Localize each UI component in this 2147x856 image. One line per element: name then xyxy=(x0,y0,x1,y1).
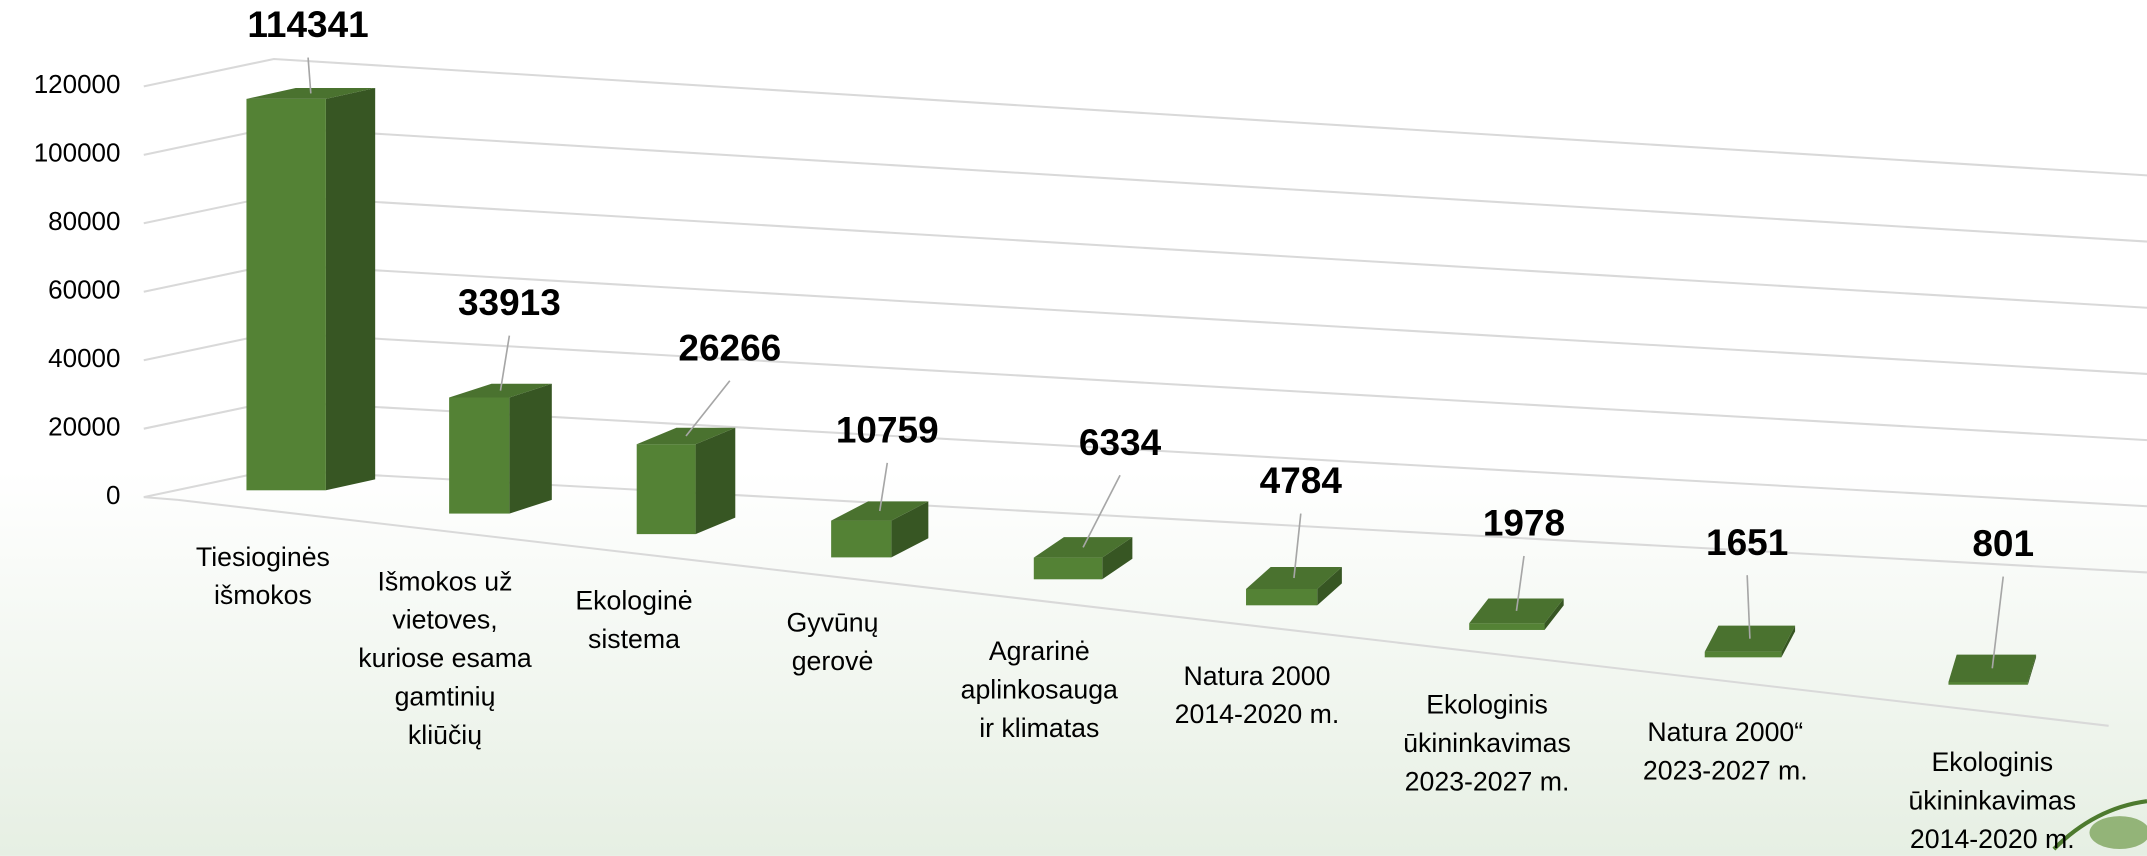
y-tick-label: 0 xyxy=(106,480,120,510)
bar xyxy=(449,397,510,514)
x-tick-label: Ekologinė sistema xyxy=(575,586,692,654)
bar-side xyxy=(1781,625,1796,658)
x-tick-label: Tiesioginės išmokos xyxy=(196,542,330,610)
bar-side xyxy=(1544,598,1564,630)
value-label: 4784 xyxy=(1260,460,1343,501)
value-label: 114341 xyxy=(247,4,368,45)
bar-top xyxy=(831,501,929,521)
x-tick-label: Gyvūnų gerovė xyxy=(787,608,879,676)
label-line: Agrarinė xyxy=(989,636,1090,666)
bar xyxy=(246,98,326,491)
leader-line xyxy=(1082,474,1121,548)
floor-edge xyxy=(143,496,179,501)
bar xyxy=(1033,557,1103,580)
bar-top xyxy=(1704,625,1796,652)
y-tick-label: 80000 xyxy=(48,206,120,236)
label-line: ūkininkavimas xyxy=(1908,786,2076,816)
bar-side xyxy=(695,427,736,535)
leader-line xyxy=(878,462,889,512)
decoration xyxy=(2052,799,2147,851)
label-line: ir klimatas xyxy=(979,713,1099,743)
label-line: Natura 2000“ xyxy=(1647,717,1803,747)
y-tick-label: 120000 xyxy=(34,69,121,99)
y-tick-label: 40000 xyxy=(48,343,120,373)
label-line: 2023-2027 m. xyxy=(1405,766,1570,796)
bar xyxy=(1948,681,2028,685)
label-line: 2014-2020 m. xyxy=(1175,699,1340,729)
label-line: Tiesioginės xyxy=(196,542,330,572)
label-line: išmokos xyxy=(214,580,312,610)
label-line: Ekologinis xyxy=(1931,747,2053,777)
bar-side xyxy=(1102,537,1133,580)
leader-line xyxy=(307,57,312,94)
bar-side xyxy=(2027,654,2037,685)
bar xyxy=(636,444,696,535)
label-line: Ekologinis xyxy=(1426,690,1548,720)
bar xyxy=(1469,623,1545,630)
value-label: 10759 xyxy=(836,410,939,451)
leader-line xyxy=(1293,513,1302,579)
value-label: 801 xyxy=(1972,523,2034,564)
leader-line xyxy=(1515,555,1525,611)
label-line: ūkininkavimas xyxy=(1403,728,1571,758)
bar-side xyxy=(1317,567,1342,606)
bar-side xyxy=(891,501,929,558)
x-tick-label: Agrarinė aplinkosauga ir klimatas xyxy=(961,636,1118,743)
label-line: Ekologinė xyxy=(575,586,692,616)
label-line: gamtinių xyxy=(395,681,496,711)
y-tick-label: 60000 xyxy=(48,275,120,305)
bar xyxy=(831,520,892,558)
label-line: kliūčių xyxy=(408,720,482,750)
bar xyxy=(1246,588,1318,606)
label-line: 2023-2027 m. xyxy=(1643,755,1808,785)
bar xyxy=(1704,651,1782,658)
bar-side xyxy=(509,383,552,514)
value-label: 26266 xyxy=(678,327,781,368)
label-line: sistema xyxy=(588,624,680,654)
label-line: gerovė xyxy=(792,646,874,676)
bar-top xyxy=(1469,598,1564,624)
x-tick-label: Ekologinis ūkininkavimas 2023-2027 m. xyxy=(1403,690,1571,797)
floor-edge xyxy=(177,498,2109,727)
label-line: Natura 2000 xyxy=(1184,661,1331,691)
value-label: 6334 xyxy=(1079,422,1162,463)
value-label: 33913 xyxy=(458,282,561,323)
leader-line xyxy=(1991,576,2005,669)
bar-top xyxy=(246,87,376,99)
x-tick-label: Natura 2000 2014-2020 m. xyxy=(1175,661,1340,729)
label-line: kuriose esama xyxy=(358,643,532,673)
label-line: 2014-2020 m. xyxy=(1910,824,2075,854)
bar-side xyxy=(325,87,376,491)
leader-line xyxy=(685,380,731,437)
value-label: 1978 xyxy=(1483,503,1565,544)
x-tick-label: Natura 2000“ 2023-2027 m. xyxy=(1643,717,1808,785)
x-tick-label: Ekologinis ūkininkavimas 2014-2020 m. xyxy=(1908,747,2076,854)
label-line: Gyvūnų xyxy=(787,608,879,638)
label-line: Išmokos už xyxy=(378,566,513,596)
y-tick-label: 100000 xyxy=(34,138,121,168)
x-tick-label: Išmokos už vietoves, kuriose esama gamtinių… xyxy=(358,566,532,749)
y-tick-label: 20000 xyxy=(48,412,120,442)
value-label: 1651 xyxy=(1706,522,1788,563)
label-line: vietoves, xyxy=(392,605,497,635)
leader-line xyxy=(499,335,511,391)
leader-line xyxy=(1746,575,1751,639)
label-line: aplinkosauga xyxy=(961,675,1118,705)
grid-line xyxy=(143,57,2147,177)
